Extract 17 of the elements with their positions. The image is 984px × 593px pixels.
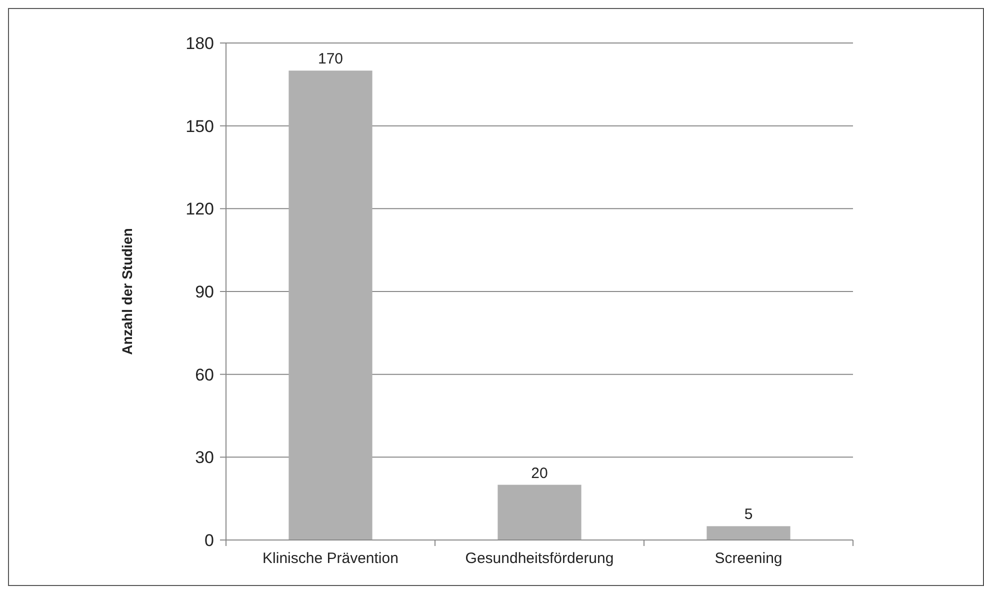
bar bbox=[498, 484, 582, 540]
y-tick-label: 30 bbox=[195, 448, 214, 468]
y-axis-title: Anzahl der Studien bbox=[119, 228, 135, 355]
x-tick-label: Gesundheitsförderung bbox=[465, 550, 614, 567]
y-tick-label: 120 bbox=[186, 200, 214, 219]
x-tick-label: Klinische Prävention bbox=[262, 550, 398, 567]
bar bbox=[706, 526, 790, 540]
y-tick-label: 90 bbox=[195, 282, 214, 302]
data-label: 20 bbox=[531, 464, 548, 482]
y-tick-label: 150 bbox=[186, 116, 214, 136]
x-tick-label: Screening bbox=[714, 550, 782, 567]
y-tick-label: 180 bbox=[186, 34, 214, 53]
y-tick-label: 0 bbox=[204, 530, 214, 550]
data-label: 170 bbox=[318, 50, 344, 68]
data-label: 5 bbox=[744, 506, 753, 524]
bar bbox=[288, 70, 372, 540]
y-tick-label: 60 bbox=[195, 365, 214, 384]
